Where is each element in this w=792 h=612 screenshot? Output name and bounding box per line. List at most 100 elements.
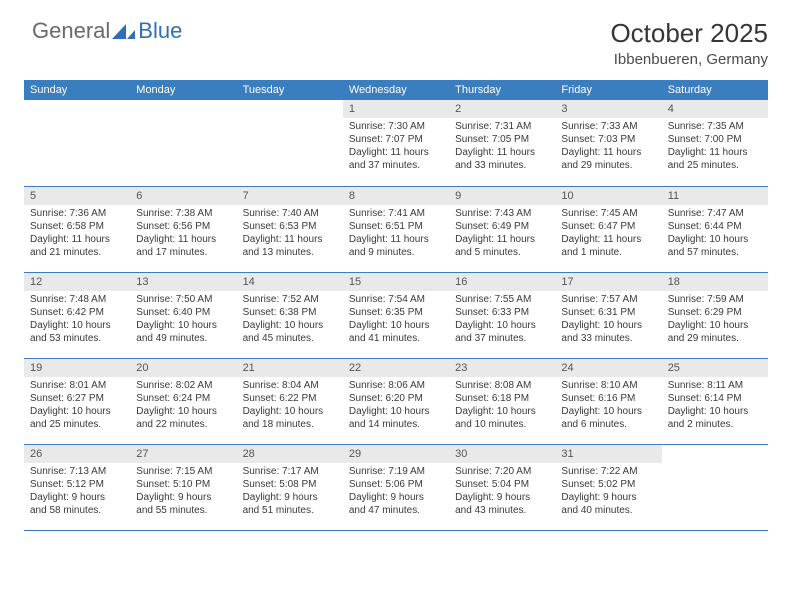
logo-text-general: General bbox=[32, 18, 110, 44]
calendar-day-cell: 9Sunrise: 7:43 AMSunset: 6:49 PMDaylight… bbox=[449, 186, 555, 272]
logo-text-blue: Blue bbox=[138, 18, 182, 44]
day-number: 11 bbox=[662, 187, 768, 205]
day-number bbox=[24, 100, 130, 118]
day-number: 13 bbox=[130, 273, 236, 291]
day-details: Sunrise: 7:57 AMSunset: 6:31 PMDaylight:… bbox=[555, 291, 661, 349]
day-number: 28 bbox=[237, 445, 343, 463]
day-number: 24 bbox=[555, 359, 661, 377]
calendar-day-cell: 13Sunrise: 7:50 AMSunset: 6:40 PMDayligh… bbox=[130, 272, 236, 358]
calendar-day-cell: 22Sunrise: 8:06 AMSunset: 6:20 PMDayligh… bbox=[343, 358, 449, 444]
day-details: Sunrise: 7:48 AMSunset: 6:42 PMDaylight:… bbox=[24, 291, 130, 349]
day-details: Sunrise: 8:10 AMSunset: 6:16 PMDaylight:… bbox=[555, 377, 661, 435]
day-number bbox=[237, 100, 343, 118]
day-number: 3 bbox=[555, 100, 661, 118]
day-number: 6 bbox=[130, 187, 236, 205]
day-header: Thursday bbox=[449, 80, 555, 100]
calendar-day-cell: 21Sunrise: 8:04 AMSunset: 6:22 PMDayligh… bbox=[237, 358, 343, 444]
calendar-day-cell: 10Sunrise: 7:45 AMSunset: 6:47 PMDayligh… bbox=[555, 186, 661, 272]
day-number: 7 bbox=[237, 187, 343, 205]
calendar-day-cell: 2Sunrise: 7:31 AMSunset: 7:05 PMDaylight… bbox=[449, 100, 555, 186]
day-details: Sunrise: 7:52 AMSunset: 6:38 PMDaylight:… bbox=[237, 291, 343, 349]
calendar-day-cell: 17Sunrise: 7:57 AMSunset: 6:31 PMDayligh… bbox=[555, 272, 661, 358]
calendar-day-cell: 19Sunrise: 8:01 AMSunset: 6:27 PMDayligh… bbox=[24, 358, 130, 444]
day-number: 26 bbox=[24, 445, 130, 463]
day-details: Sunrise: 7:20 AMSunset: 5:04 PMDaylight:… bbox=[449, 463, 555, 521]
calendar-day-cell: 6Sunrise: 7:38 AMSunset: 6:56 PMDaylight… bbox=[130, 186, 236, 272]
day-details: Sunrise: 8:01 AMSunset: 6:27 PMDaylight:… bbox=[24, 377, 130, 435]
day-number bbox=[130, 100, 236, 118]
day-number: 30 bbox=[449, 445, 555, 463]
logo: General Blue bbox=[32, 18, 182, 44]
day-details: Sunrise: 7:30 AMSunset: 7:07 PMDaylight:… bbox=[343, 118, 449, 176]
day-number: 5 bbox=[24, 187, 130, 205]
day-number: 4 bbox=[662, 100, 768, 118]
day-details: Sunrise: 7:33 AMSunset: 7:03 PMDaylight:… bbox=[555, 118, 661, 176]
calendar-day-cell: 4Sunrise: 7:35 AMSunset: 7:00 PMDaylight… bbox=[662, 100, 768, 186]
calendar-day-cell: 14Sunrise: 7:52 AMSunset: 6:38 PMDayligh… bbox=[237, 272, 343, 358]
day-number: 12 bbox=[24, 273, 130, 291]
calendar-day-cell: 20Sunrise: 8:02 AMSunset: 6:24 PMDayligh… bbox=[130, 358, 236, 444]
day-details: Sunrise: 7:35 AMSunset: 7:00 PMDaylight:… bbox=[662, 118, 768, 176]
calendar-day-cell: 8Sunrise: 7:41 AMSunset: 6:51 PMDaylight… bbox=[343, 186, 449, 272]
calendar-day-cell: 25Sunrise: 8:11 AMSunset: 6:14 PMDayligh… bbox=[662, 358, 768, 444]
logo-triangle-icon bbox=[112, 22, 136, 40]
day-number: 27 bbox=[130, 445, 236, 463]
day-details: Sunrise: 7:40 AMSunset: 6:53 PMDaylight:… bbox=[237, 205, 343, 263]
day-number: 15 bbox=[343, 273, 449, 291]
day-number: 9 bbox=[449, 187, 555, 205]
calendar-day-cell: 3Sunrise: 7:33 AMSunset: 7:03 PMDaylight… bbox=[555, 100, 661, 186]
day-details: Sunrise: 7:17 AMSunset: 5:08 PMDaylight:… bbox=[237, 463, 343, 521]
day-details: Sunrise: 7:36 AMSunset: 6:58 PMDaylight:… bbox=[24, 205, 130, 263]
calendar-day-cell: 31Sunrise: 7:22 AMSunset: 5:02 PMDayligh… bbox=[555, 444, 661, 530]
day-details: Sunrise: 7:55 AMSunset: 6:33 PMDaylight:… bbox=[449, 291, 555, 349]
calendar-day-cell: 1Sunrise: 7:30 AMSunset: 7:07 PMDaylight… bbox=[343, 100, 449, 186]
day-details: Sunrise: 7:47 AMSunset: 6:44 PMDaylight:… bbox=[662, 205, 768, 263]
calendar-day-cell: 11Sunrise: 7:47 AMSunset: 6:44 PMDayligh… bbox=[662, 186, 768, 272]
day-details: Sunrise: 7:38 AMSunset: 6:56 PMDaylight:… bbox=[130, 205, 236, 263]
day-details: Sunrise: 8:04 AMSunset: 6:22 PMDaylight:… bbox=[237, 377, 343, 435]
day-details: Sunrise: 7:22 AMSunset: 5:02 PMDaylight:… bbox=[555, 463, 661, 521]
calendar-day-cell: 15Sunrise: 7:54 AMSunset: 6:35 PMDayligh… bbox=[343, 272, 449, 358]
day-details: Sunrise: 7:41 AMSunset: 6:51 PMDaylight:… bbox=[343, 205, 449, 263]
day-number: 31 bbox=[555, 445, 661, 463]
calendar-week-row: 19Sunrise: 8:01 AMSunset: 6:27 PMDayligh… bbox=[24, 358, 768, 444]
calendar-day-cell bbox=[24, 100, 130, 186]
day-header: Friday bbox=[555, 80, 661, 100]
calendar-day-cell: 26Sunrise: 7:13 AMSunset: 5:12 PMDayligh… bbox=[24, 444, 130, 530]
day-header: Sunday bbox=[24, 80, 130, 100]
day-number: 14 bbox=[237, 273, 343, 291]
day-number: 8 bbox=[343, 187, 449, 205]
calendar-day-cell: 7Sunrise: 7:40 AMSunset: 6:53 PMDaylight… bbox=[237, 186, 343, 272]
calendar-day-cell: 28Sunrise: 7:17 AMSunset: 5:08 PMDayligh… bbox=[237, 444, 343, 530]
day-number: 16 bbox=[449, 273, 555, 291]
calendar-day-cell: 30Sunrise: 7:20 AMSunset: 5:04 PMDayligh… bbox=[449, 444, 555, 530]
day-details: Sunrise: 8:02 AMSunset: 6:24 PMDaylight:… bbox=[130, 377, 236, 435]
calendar-week-row: 1Sunrise: 7:30 AMSunset: 7:07 PMDaylight… bbox=[24, 100, 768, 186]
day-number: 25 bbox=[662, 359, 768, 377]
calendar-day-cell: 29Sunrise: 7:19 AMSunset: 5:06 PMDayligh… bbox=[343, 444, 449, 530]
day-details: Sunrise: 7:15 AMSunset: 5:10 PMDaylight:… bbox=[130, 463, 236, 521]
calendar-day-cell: 16Sunrise: 7:55 AMSunset: 6:33 PMDayligh… bbox=[449, 272, 555, 358]
calendar-day-cell: 23Sunrise: 8:08 AMSunset: 6:18 PMDayligh… bbox=[449, 358, 555, 444]
day-number: 1 bbox=[343, 100, 449, 118]
calendar-day-cell: 27Sunrise: 7:15 AMSunset: 5:10 PMDayligh… bbox=[130, 444, 236, 530]
day-number: 17 bbox=[555, 273, 661, 291]
calendar-day-cell: 18Sunrise: 7:59 AMSunset: 6:29 PMDayligh… bbox=[662, 272, 768, 358]
day-number: 21 bbox=[237, 359, 343, 377]
day-number: 10 bbox=[555, 187, 661, 205]
calendar-week-row: 5Sunrise: 7:36 AMSunset: 6:58 PMDaylight… bbox=[24, 186, 768, 272]
day-number: 2 bbox=[449, 100, 555, 118]
day-number: 19 bbox=[24, 359, 130, 377]
day-details: Sunrise: 8:11 AMSunset: 6:14 PMDaylight:… bbox=[662, 377, 768, 435]
day-number: 22 bbox=[343, 359, 449, 377]
title-block: October 2025 Ibbenbueren, Germany bbox=[610, 18, 768, 68]
calendar-day-cell: 12Sunrise: 7:48 AMSunset: 6:42 PMDayligh… bbox=[24, 272, 130, 358]
day-details: Sunrise: 7:31 AMSunset: 7:05 PMDaylight:… bbox=[449, 118, 555, 176]
calendar-day-cell bbox=[130, 100, 236, 186]
calendar-day-cell bbox=[237, 100, 343, 186]
calendar-week-row: 12Sunrise: 7:48 AMSunset: 6:42 PMDayligh… bbox=[24, 272, 768, 358]
calendar-week-row: 26Sunrise: 7:13 AMSunset: 5:12 PMDayligh… bbox=[24, 444, 768, 530]
day-header: Monday bbox=[130, 80, 236, 100]
day-number bbox=[662, 445, 768, 463]
day-details: Sunrise: 7:19 AMSunset: 5:06 PMDaylight:… bbox=[343, 463, 449, 521]
